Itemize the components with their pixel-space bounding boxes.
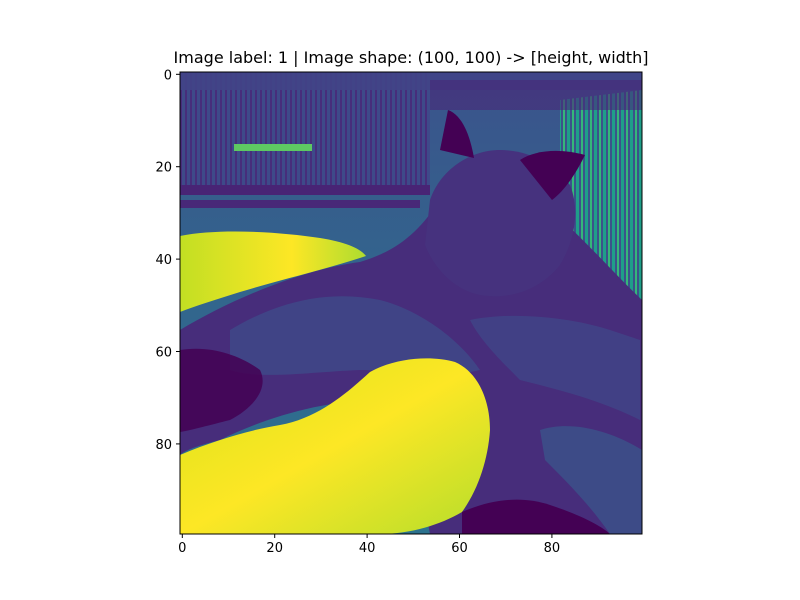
- window-blinds-region: [180, 72, 430, 192]
- image-plot: [180, 72, 642, 534]
- rug-left-region: [180, 231, 366, 312]
- rug-front-region: [180, 358, 490, 534]
- y-tick-label: 20: [155, 161, 172, 176]
- y-tick-label: 60: [155, 346, 172, 361]
- y-tick-label: 40: [155, 253, 172, 268]
- dog-head-region: [425, 150, 576, 297]
- y-tick-label: 0: [164, 68, 172, 83]
- dog-ear-left: [440, 110, 474, 158]
- window-sill-2: [180, 200, 420, 208]
- y-tick-label: 80: [155, 438, 172, 453]
- dog-ear-right: [520, 150, 585, 200]
- window-sill: [180, 185, 430, 195]
- bright-stripe-region: [234, 144, 312, 151]
- x-tick-label: 20: [266, 541, 283, 556]
- x-tick-label: 0: [178, 541, 186, 556]
- x-axis-ticks: 0 20 40 60 80: [178, 534, 560, 556]
- dog-shadow: [180, 348, 263, 432]
- upper-right-dark: [430, 80, 642, 110]
- axes-frame: [179, 71, 643, 535]
- dog-legs: [470, 315, 640, 420]
- x-tick-label: 40: [359, 541, 376, 556]
- y-axis-ticks: 0 20 40 60 80: [155, 68, 180, 453]
- x-tick-label: 60: [451, 541, 468, 556]
- floor-light: [540, 426, 642, 534]
- x-tick-label: 80: [544, 541, 561, 556]
- dog-body-mid: [230, 296, 480, 375]
- floor-region: [462, 499, 610, 534]
- chart-title: Image label: 1 | Image shape: (100, 100)…: [174, 48, 649, 67]
